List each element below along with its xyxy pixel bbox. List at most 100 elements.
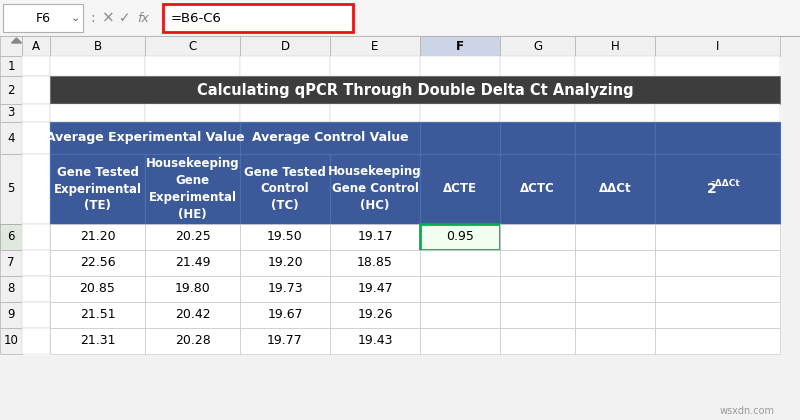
Bar [420, 56, 500, 76]
Text: 6: 6 [7, 231, 14, 244]
Bar [3, 4, 83, 32]
Bar [330, 302, 420, 328]
Bar [500, 276, 575, 302]
Bar [240, 56, 330, 76]
Bar [500, 302, 575, 328]
Bar [50, 250, 145, 276]
Bar [655, 302, 780, 328]
Text: fx: fx [137, 11, 149, 24]
Bar [420, 104, 500, 122]
Text: Housekeeping
Gene
Experimental
(HE): Housekeeping Gene Experimental (HE) [146, 157, 239, 221]
Bar [22, 276, 50, 302]
Text: Average Experimental Value: Average Experimental Value [46, 131, 244, 144]
Text: ✓: ✓ [119, 11, 131, 25]
Bar [420, 302, 500, 328]
Bar [330, 224, 420, 250]
Text: 19.43: 19.43 [358, 334, 393, 347]
Text: Calculating qPCR Through Double Delta Ct Analyzing: Calculating qPCR Through Double Delta Ct… [197, 82, 634, 97]
Bar [240, 122, 420, 154]
Bar [500, 36, 575, 56]
Text: 4: 4 [7, 131, 14, 144]
Bar [0, 302, 22, 328]
Bar [575, 104, 655, 122]
Bar [50, 76, 780, 104]
Bar [22, 224, 50, 250]
Bar [0, 122, 22, 154]
Text: 21.20: 21.20 [80, 231, 115, 244]
Bar [22, 104, 50, 122]
Bar [50, 104, 145, 122]
Bar [0, 154, 22, 224]
Text: 9: 9 [7, 309, 14, 321]
Bar [22, 36, 50, 56]
Bar [655, 276, 780, 302]
Polygon shape [11, 38, 22, 43]
Text: 20.85: 20.85 [79, 283, 115, 296]
Bar [655, 56, 780, 76]
Text: 19.73: 19.73 [267, 283, 303, 296]
Bar [500, 56, 575, 76]
Text: 10: 10 [3, 334, 18, 347]
Bar [330, 250, 420, 276]
Bar [240, 328, 330, 354]
Bar [50, 328, 145, 354]
Text: 0.95: 0.95 [446, 231, 474, 244]
Text: 19.50: 19.50 [267, 231, 303, 244]
Bar [50, 276, 145, 302]
Bar [420, 224, 500, 250]
Bar [500, 104, 575, 122]
Text: ⁻ΔΔCt: ⁻ΔΔCt [710, 179, 740, 189]
Text: 20.25: 20.25 [174, 231, 210, 244]
Bar [145, 276, 240, 302]
Text: E: E [371, 39, 378, 52]
Text: F: F [456, 39, 464, 52]
Bar [330, 36, 420, 56]
Text: 19.17: 19.17 [357, 231, 393, 244]
Bar [330, 276, 420, 302]
Bar [240, 250, 330, 276]
Text: ΔΔCt: ΔΔCt [598, 183, 631, 195]
Bar [575, 302, 655, 328]
Bar [0, 224, 22, 250]
Text: ΔCTC: ΔCTC [520, 183, 555, 195]
Text: F6: F6 [35, 11, 50, 24]
Bar [575, 36, 655, 56]
Bar [575, 224, 655, 250]
Bar [163, 4, 353, 32]
Bar [240, 36, 330, 56]
Bar [145, 154, 240, 224]
Bar [500, 122, 575, 154]
Bar [655, 224, 780, 250]
Text: 21.31: 21.31 [80, 334, 115, 347]
Bar [0, 36, 22, 56]
Text: 1: 1 [7, 60, 14, 73]
Bar [420, 276, 500, 302]
Text: 5: 5 [7, 183, 14, 195]
Bar [50, 56, 145, 76]
Text: Gene Tested
Control
(TC): Gene Tested Control (TC) [244, 165, 326, 213]
Bar [0, 328, 22, 354]
Bar [50, 224, 145, 250]
Bar [655, 328, 780, 354]
Bar [575, 56, 655, 76]
Bar [22, 154, 50, 224]
Bar [22, 328, 50, 354]
Bar [330, 56, 420, 76]
Bar [330, 104, 420, 122]
Bar [500, 154, 575, 224]
Bar [145, 224, 240, 250]
Bar [240, 302, 330, 328]
Bar [50, 122, 240, 154]
Text: G: G [533, 39, 542, 52]
Bar [575, 154, 655, 224]
Bar [420, 328, 500, 354]
Text: I: I [716, 39, 719, 52]
Bar [145, 104, 240, 122]
Text: B: B [94, 39, 102, 52]
Text: 19.26: 19.26 [358, 309, 393, 321]
Text: 21.49: 21.49 [174, 257, 210, 270]
Bar [655, 36, 780, 56]
Text: ΔCTE: ΔCTE [443, 183, 477, 195]
Bar [575, 328, 655, 354]
Text: ×: × [102, 10, 114, 26]
